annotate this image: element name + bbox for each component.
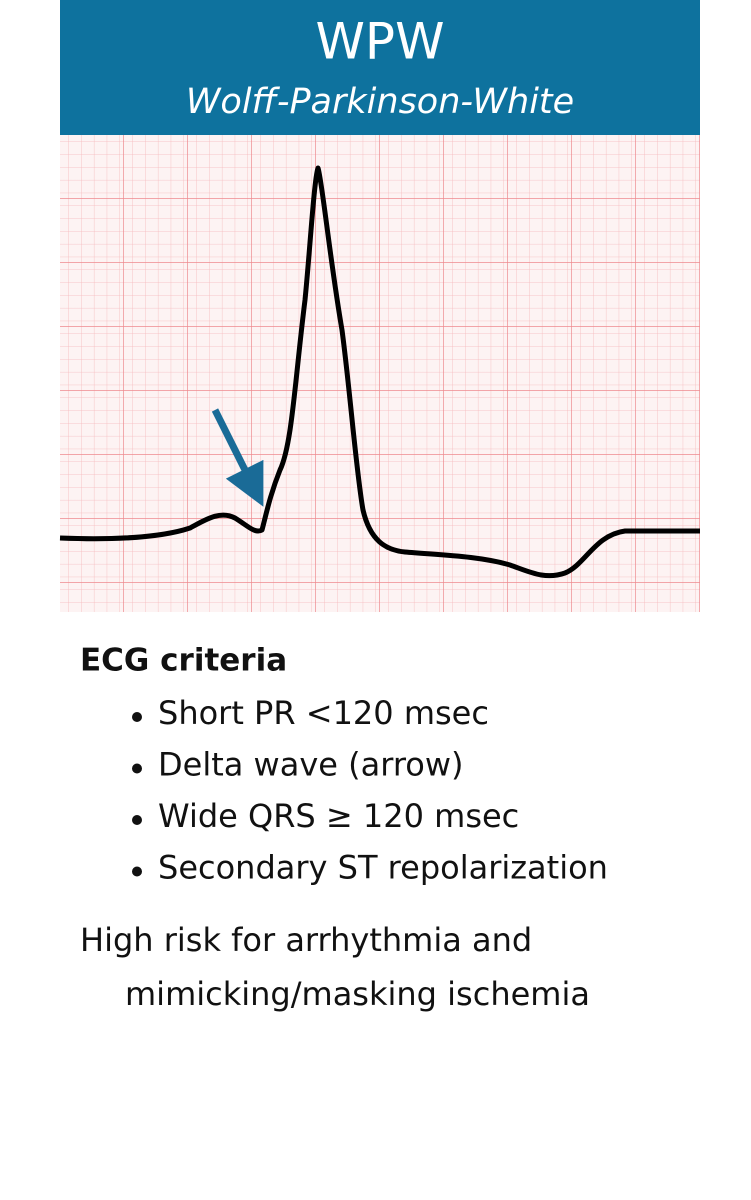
bullet	[132, 815, 142, 825]
note-line: mimicking/masking ischemia	[125, 975, 590, 1013]
delta-arrow	[211, 408, 264, 507]
bullet	[132, 866, 142, 877]
ecg-trace	[59, 165, 700, 579]
note-line: High risk for arrhythmia and	[80, 921, 532, 959]
criteria-item: Short PR <120 msec	[158, 694, 489, 732]
bullet	[132, 763, 142, 774]
subtitle: Wolff-Parkinson-White	[186, 82, 574, 122]
header-band	[60, 0, 700, 135]
criteria-item: Secondary ST repolarization	[158, 849, 608, 887]
criteria-heading: ECG criteria	[80, 643, 287, 679]
criteria-list: Short PR <120 msec Delta wave (arrow) Wide…	[132, 694, 608, 887]
note: High risk for arrhythmia and mimicking/ma…	[80, 921, 590, 1013]
criteria-item: Wide QRS ≥ 120 msec	[158, 797, 519, 835]
bullet	[132, 712, 142, 722]
criteria-item: Delta wave (arrow)	[158, 746, 464, 784]
title: WPW	[315, 13, 444, 71]
